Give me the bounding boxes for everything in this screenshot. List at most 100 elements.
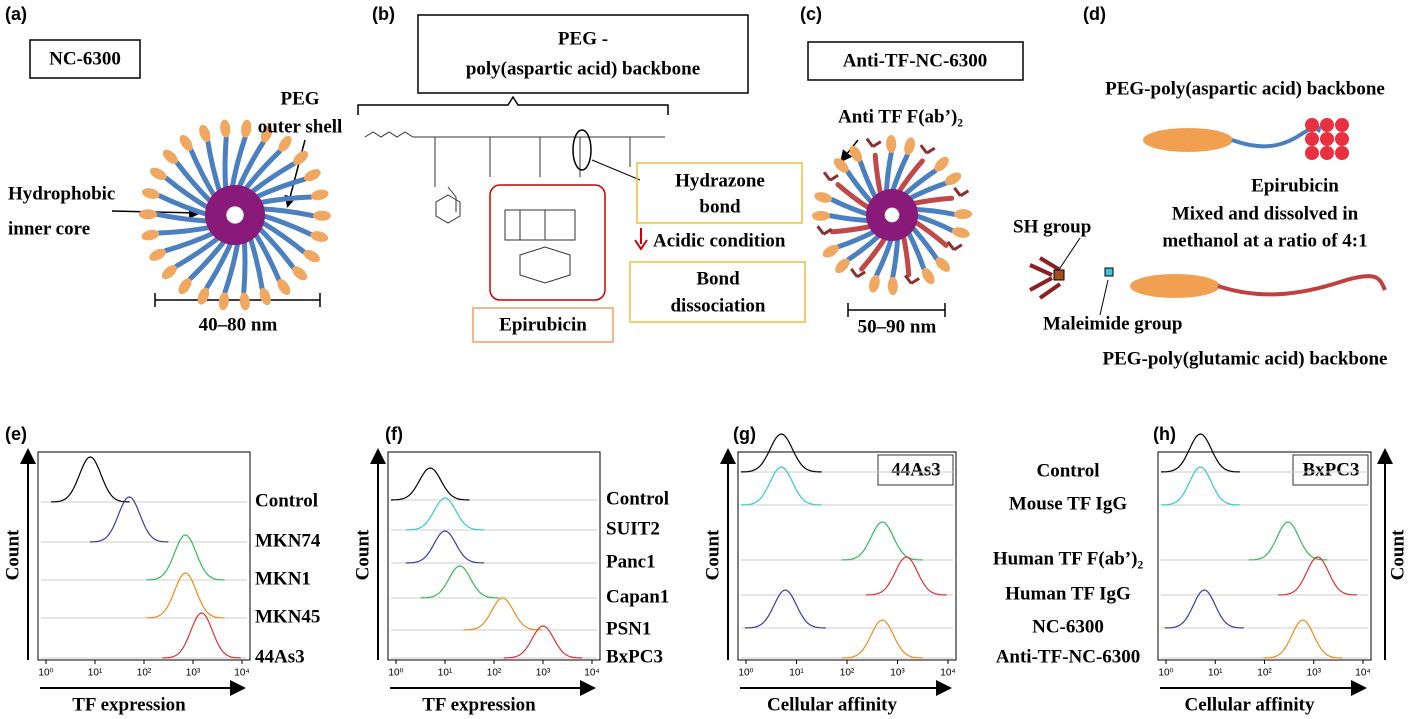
chain	[205, 139, 223, 197]
structure	[364, 131, 665, 212]
antibody	[946, 240, 963, 252]
chain	[204, 238, 235, 291]
histogram-curve	[1248, 521, 1328, 561]
x-tick-label: 10⁴	[234, 668, 249, 679]
antibody	[816, 225, 833, 236]
peg	[812, 210, 831, 221]
chain	[154, 211, 213, 224]
peg	[814, 192, 833, 203]
arrow	[284, 139, 306, 208]
trace-label: Human TF F(ab’)₂	[993, 548, 1144, 569]
label: 50–90 nm	[858, 316, 937, 337]
peg	[293, 150, 309, 165]
peg	[260, 125, 273, 143]
x-tick-label: 10⁴	[1355, 668, 1370, 679]
core-hole	[226, 206, 244, 224]
y-axis-label: Count	[1387, 529, 1408, 580]
peg	[197, 287, 210, 305]
chain	[174, 160, 215, 206]
label: PEG-poly(aspartic acid) backbone	[1105, 78, 1385, 99]
sh	[1053, 269, 1065, 281]
antibody	[1029, 256, 1062, 300]
label: NC-6300	[49, 48, 121, 69]
antibody	[919, 144, 936, 155]
label: SH group	[1013, 216, 1091, 237]
label: PEG	[280, 88, 319, 109]
chain	[222, 238, 241, 295]
drug-dot	[1335, 146, 1349, 160]
histogram-curve	[90, 496, 169, 543]
arrow	[634, 228, 648, 251]
drug-dot	[1305, 146, 1319, 160]
histogram-curve	[1161, 433, 1240, 473]
x-tick-label: 10¹	[789, 668, 804, 679]
peg	[869, 274, 880, 293]
chain	[257, 218, 307, 255]
antibody	[865, 137, 882, 148]
trace-label: Capan1	[606, 586, 669, 607]
label: Epirubicin	[499, 314, 587, 335]
chain	[890, 233, 901, 280]
leader	[1059, 237, 1081, 269]
maleimide	[1104, 267, 1114, 277]
backbone	[1217, 274, 1387, 297]
label: Acidic condition	[653, 230, 786, 251]
histogram-curve	[1161, 466, 1240, 506]
peg	[304, 169, 321, 182]
peg	[292, 266, 308, 281]
histogram-curve	[390, 467, 470, 501]
inset-box	[877, 454, 954, 486]
label: bond	[699, 196, 741, 217]
x-tick-label: 10¹	[88, 668, 103, 679]
peg	[259, 287, 271, 306]
histogram-curve	[162, 612, 241, 659]
label: Anti TF F(ab’)₂	[838, 106, 963, 127]
chain	[222, 134, 229, 194]
peg	[150, 167, 167, 181]
inset-box	[1292, 454, 1369, 486]
drug-dot	[1320, 132, 1334, 146]
y-axis-label: Count	[352, 529, 373, 580]
peg	[218, 292, 229, 311]
chain	[173, 233, 223, 269]
histogram-curve	[420, 565, 500, 599]
label: methanol at a ratio of 4:1	[1162, 230, 1367, 251]
label: PEG-poly(glutamic acid) backbone	[1102, 348, 1387, 369]
chain	[229, 135, 248, 192]
peg	[179, 135, 193, 151]
trace-label: BxPC3	[606, 646, 663, 667]
chain	[251, 176, 307, 201]
panel-letter: (f)	[385, 424, 403, 444]
histogram-curve	[740, 466, 822, 506]
peg	[1143, 128, 1233, 152]
histogram-curve	[841, 521, 923, 561]
x-tick-label: 10²	[487, 668, 502, 679]
peg	[310, 189, 329, 201]
chain	[241, 236, 248, 296]
schematics	[29, 14, 1387, 343]
x-tick-label: 10²	[840, 668, 855, 679]
peg	[935, 257, 951, 272]
label: Mixed and dissolved in	[1172, 203, 1359, 224]
chain	[258, 212, 314, 237]
drug-dot	[1320, 146, 1334, 160]
antibody	[850, 268, 867, 279]
antibody	[822, 171, 839, 182]
label: inner core	[8, 218, 90, 239]
drug-dot	[1320, 118, 1334, 132]
bond-circle	[572, 129, 592, 171]
label: Bond	[696, 268, 740, 289]
trace-label: SUIT2	[606, 518, 660, 539]
box	[29, 39, 141, 79]
box	[636, 162, 803, 224]
peg	[934, 156, 949, 172]
box	[472, 307, 614, 343]
peg	[241, 119, 252, 138]
peg	[886, 135, 897, 154]
x-axis-label: TF expression	[422, 694, 536, 715]
label: Hydrazone	[675, 170, 765, 191]
inset-label: 44As3	[891, 459, 941, 480]
histogram-curve	[503, 625, 583, 659]
drug-dot	[1305, 118, 1319, 132]
